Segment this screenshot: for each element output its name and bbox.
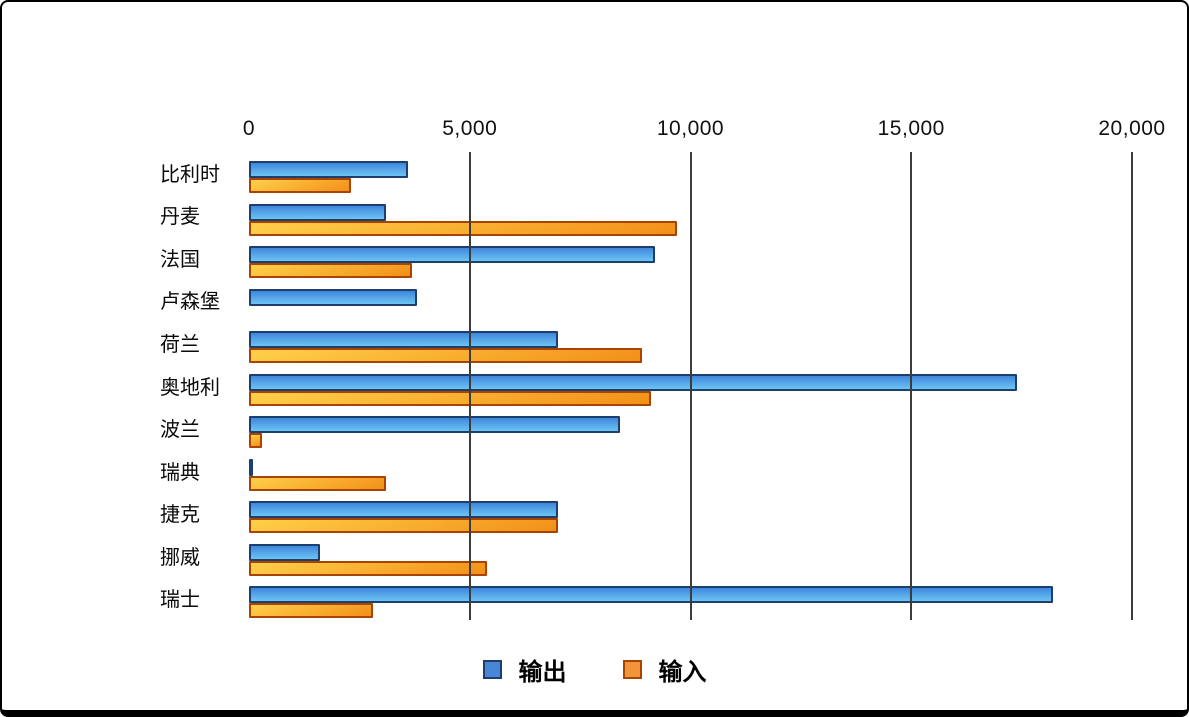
bar-input [249, 518, 559, 534]
bar-output [249, 373, 1018, 391]
bar-input [249, 433, 263, 449]
bar-row [249, 576, 1132, 619]
bar-output [249, 161, 408, 178]
gridline [1131, 152, 1133, 620]
bar-output [249, 543, 320, 561]
legend-output-label: 输出 [518, 659, 567, 686]
bar-row [249, 406, 1132, 449]
category-label: 丹麦 [160, 206, 200, 229]
bar-output [249, 203, 386, 221]
bar-output [249, 331, 559, 349]
bar-input [249, 178, 351, 193]
bar-output [249, 416, 620, 434]
category-label: 波兰 [160, 419, 200, 442]
legend-input-swatch [622, 660, 642, 679]
bar-row [249, 236, 1132, 279]
bar-output [249, 246, 656, 264]
bar-row [249, 449, 1132, 492]
x-axis-tick-label: 5,000 [442, 117, 498, 140]
legend: 输出 输入 [2, 652, 1187, 687]
legend-output-swatch [482, 660, 502, 679]
bar-row [249, 279, 1132, 322]
bar-row [249, 491, 1132, 534]
bar-row [249, 534, 1132, 577]
x-axis-tick-label: 20,000 [1098, 117, 1166, 140]
category-label: 卢森堡 [160, 291, 220, 314]
plot-area [249, 151, 1132, 619]
category-label: 捷克 [160, 504, 200, 527]
bar-input [249, 390, 651, 406]
category-label: 瑞典 [160, 461, 200, 484]
category-labels-column: 比利时丹麦法国卢森堡荷兰奥地利波兰瑞典捷克挪威瑞士 [160, 151, 250, 619]
bar-input [249, 220, 678, 236]
x-axis-tick-label: 10,000 [656, 117, 725, 140]
x-axis-tick-label: 15,000 [877, 117, 945, 140]
bar-row [249, 151, 1132, 194]
gridline [468, 152, 471, 620]
bar-output [249, 501, 559, 519]
category-label: 法国 [160, 248, 200, 271]
category-label: 瑞士 [160, 589, 200, 612]
bar-row [249, 194, 1132, 237]
bar-input [249, 348, 642, 364]
category-label: 奥地利 [160, 376, 220, 399]
x-axis: 0 5,000 10,000 15,000 20,000 [2, 2, 1187, 152]
category-label: 比利时 [160, 163, 220, 186]
gridline [689, 152, 692, 620]
legend-item-output: 输出 [482, 652, 567, 687]
legend-item-input: 输入 [622, 652, 707, 687]
category-label: 荷兰 [160, 333, 200, 356]
bar-row [249, 364, 1132, 407]
bar-output [249, 288, 417, 306]
bar-row [249, 321, 1132, 364]
x-axis-tick-label: 0 [242, 117, 256, 140]
legend-input-label: 输入 [658, 659, 707, 686]
bar-input [249, 475, 386, 491]
bar-input [249, 603, 373, 619]
bar-input [249, 560, 488, 576]
gridline [910, 152, 913, 620]
category-label: 挪威 [160, 546, 200, 569]
bar-output [249, 458, 254, 476]
bar-input [249, 263, 413, 279]
bar-output [249, 586, 1053, 604]
